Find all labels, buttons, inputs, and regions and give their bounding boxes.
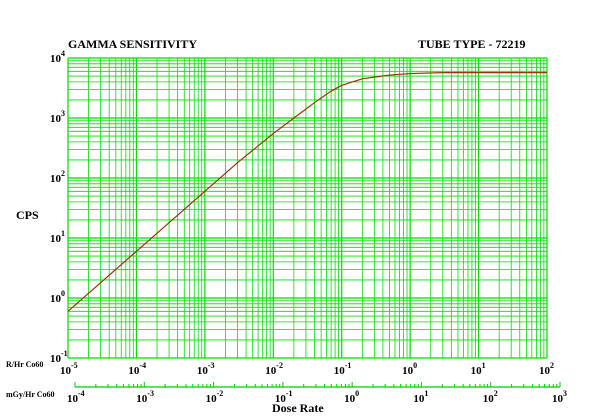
x2-tick-label: 10-4	[67, 389, 85, 405]
x-axis-label: Dose Rate	[272, 401, 324, 415]
series-line	[67, 72, 547, 312]
x-tick-label: 10-3	[197, 361, 215, 377]
x-tick-label: 10-1	[334, 361, 352, 377]
data-layer	[67, 72, 547, 312]
x-axis-scale-label: R/Hr Co60	[6, 360, 43, 369]
grid-layer	[67, 57, 561, 388]
x-tick-label: 102	[539, 361, 554, 377]
y-tick-label: 10-1	[50, 349, 68, 365]
x-tick-label: 100	[402, 361, 417, 377]
x2-tick-label: 10-2	[206, 389, 224, 405]
x2-tick-label: 102	[483, 389, 498, 405]
y-tick-label: 104	[50, 49, 65, 65]
y-axis-label: CPS	[16, 208, 39, 222]
x2-axis-scale-label: mGy/Hr Co60	[6, 390, 55, 399]
x-tick-label: 101	[471, 361, 486, 377]
x2-tick-label: 10-1	[275, 389, 293, 405]
y-tick-label: 101	[50, 229, 65, 245]
x2-tick-label: 100	[344, 389, 359, 405]
x2-tick-label: 103	[552, 389, 567, 405]
x2-tick-label: 10-3	[136, 389, 154, 405]
x-tick-label: 10-4	[128, 361, 146, 377]
chart-subtitle: TUBE TYPE - 72219	[418, 37, 525, 51]
y-tick-label: 100	[50, 289, 65, 305]
y-tick-label: 102	[50, 169, 65, 185]
x-tick-label: 10-5	[60, 361, 78, 377]
axis-labels: 10-1 100 101 102 103 104 10-5 10-4 10-3 10-2 10-1 1…	[50, 49, 567, 405]
x-tick-label: 10-2	[265, 361, 283, 377]
y-tick-label: 103	[50, 109, 65, 125]
x2-tick-label: 101	[413, 389, 428, 405]
chart-title: GAMMA SENSITIVITY	[68, 37, 197, 51]
